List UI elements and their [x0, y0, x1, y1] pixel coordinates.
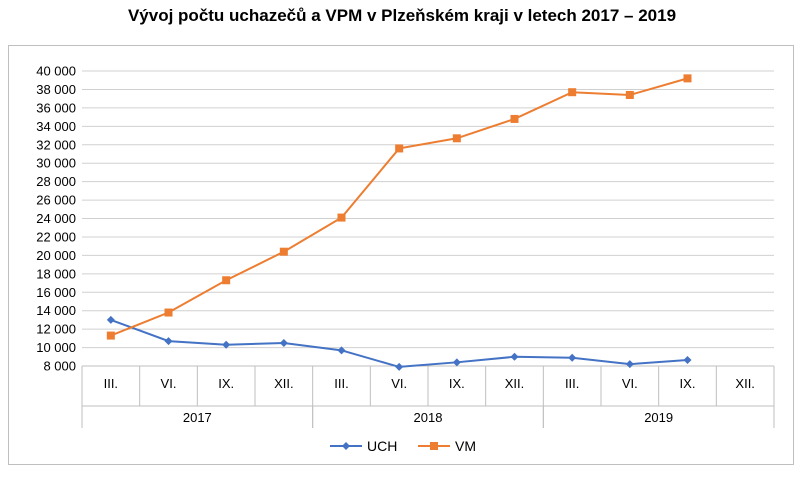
data-point-vm: [510, 114, 519, 123]
y-tick-label: 28 000: [36, 174, 76, 189]
x-tick-label: III.: [334, 376, 348, 391]
data-point-vm: [395, 144, 404, 153]
data-point-vm: [106, 331, 115, 340]
y-tick-label: 24 000: [36, 211, 76, 226]
y-tick-label: 34 000: [36, 119, 76, 134]
x-tick-label: IX.: [449, 376, 465, 391]
data-point-uch: [337, 346, 346, 355]
y-tick-label: 10 000: [36, 340, 76, 355]
x-tick-label: XII.: [505, 376, 525, 391]
y-tick-label: 36 000: [36, 100, 76, 115]
x-tick-label: III.: [565, 376, 579, 391]
data-point-vm: [337, 213, 346, 222]
y-tick-label: 30 000: [36, 156, 76, 171]
x-tick-label: III.: [104, 376, 118, 391]
chart-frame: [8, 45, 794, 465]
data-point-uch: [222, 340, 231, 349]
y-tick-label: 20 000: [36, 248, 76, 263]
data-point-vm: [222, 276, 231, 285]
x-tick-label: VI.: [161, 376, 177, 391]
data-point-uch: [106, 315, 115, 324]
legend-label-vm: VM: [455, 438, 476, 454]
data-point-uch: [395, 362, 404, 371]
x-tick-label: XII.: [274, 376, 294, 391]
y-tick-label: 18 000: [36, 266, 76, 281]
group-label: 2017: [183, 410, 212, 425]
data-point-uch: [164, 337, 173, 346]
x-tick-label: IX.: [218, 376, 234, 391]
data-point-uch: [625, 360, 634, 369]
y-tick-label: 26 000: [36, 193, 76, 208]
y-tick-label: 16 000: [36, 285, 76, 300]
legend-label-uch: UCH: [367, 438, 397, 454]
data-point-uch: [452, 358, 461, 367]
series-line-uch: [110, 318, 688, 368]
data-point-vm: [164, 308, 173, 317]
data-point-uch: [568, 353, 577, 362]
y-tick-label: 38 000: [36, 82, 76, 97]
data-point-uch: [510, 352, 519, 361]
y-tick-label: 22 000: [36, 229, 76, 244]
x-tick-label: VI.: [391, 376, 407, 391]
y-tick-label: 32 000: [36, 137, 76, 152]
data-point-vm: [625, 90, 634, 99]
data-point-uch: [279, 338, 288, 347]
y-tick-label: 12 000: [36, 322, 76, 337]
group-label: 2019: [644, 410, 673, 425]
data-point-uch: [683, 356, 692, 365]
y-tick-label: 14 000: [36, 303, 76, 318]
x-tick-label: XII.: [735, 376, 755, 391]
y-tick-label: 8 000: [43, 359, 76, 374]
data-point-vm: [279, 247, 288, 256]
data-point-vm: [568, 88, 577, 97]
legend-marker-vm: [430, 442, 438, 450]
y-tick-label: 40 000: [36, 64, 76, 79]
x-tick-label: IX.: [680, 376, 696, 391]
data-point-vm: [683, 74, 692, 83]
legend-marker-uch: [342, 442, 350, 450]
x-tick-label: VI.: [622, 376, 638, 391]
series-line-vm: [110, 77, 688, 337]
chart-title: Vývoj počtu uchazečů a VPM v Plzeňském k…: [127, 6, 677, 25]
group-label: 2018: [414, 410, 443, 425]
data-point-vm: [452, 134, 461, 143]
